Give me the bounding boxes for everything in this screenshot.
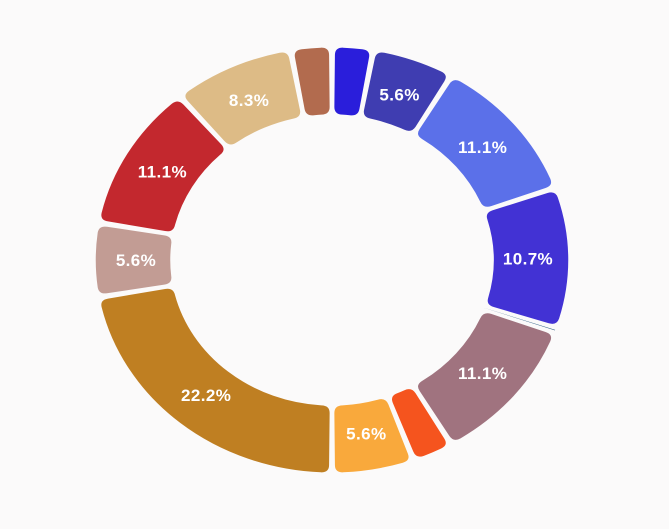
segment-label-mauve: 11.1% <box>458 364 507 383</box>
segment-label-cornflower-blue: 11.1% <box>458 138 507 157</box>
donut-segment-orange-red[interactable] <box>390 387 448 459</box>
donut-segment-vivid-blue[interactable] <box>332 46 371 117</box>
donut-segment-cornflower-blue[interactable] <box>416 78 553 209</box>
donut-segment-tan[interactable] <box>183 50 302 147</box>
segment-label-dark-goldenrod: 22.2% <box>181 386 231 405</box>
donut-segment-steel-blue-sliver[interactable] <box>483 306 557 332</box>
segment-label-rosy-brown: 5.6% <box>116 251 156 270</box>
donut-segment-mauve[interactable] <box>416 311 553 442</box>
segment-label-tan: 8.3% <box>229 91 269 110</box>
donut-segment-crimson-red[interactable] <box>99 99 226 233</box>
donut-segment-amber[interactable] <box>332 397 411 474</box>
segment-label-amber: 5.6% <box>346 425 386 444</box>
segment-label-blue-violet: 10.7% <box>503 249 553 268</box>
segment-label-indigo: 5.6% <box>379 85 419 104</box>
donut-segment-blue-violet[interactable] <box>485 190 570 326</box>
donut-segment-dark-goldenrod[interactable] <box>99 287 332 474</box>
donut-segment-indigo[interactable] <box>362 50 448 133</box>
segment-label-crimson-red: 11.1% <box>138 163 187 182</box>
donut-segment-rosy-brown[interactable] <box>94 225 173 295</box>
donut-segment-sienna[interactable] <box>293 46 332 117</box>
